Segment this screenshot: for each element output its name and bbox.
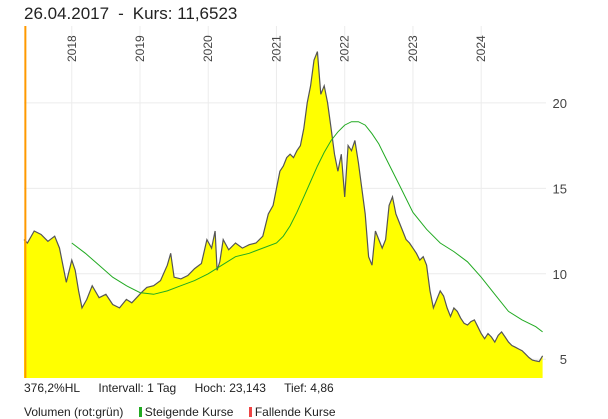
x-tick-label: 2019: [133, 35, 147, 62]
price-label: Kurs:: [132, 4, 173, 23]
x-tick-label: 2022: [338, 35, 352, 62]
price-line: [23, 51, 544, 363]
price-value: 11,6523: [177, 4, 238, 23]
x-tick-label: 2020: [201, 35, 215, 62]
stats-bar: 376,2%HL Intervall: 1 Tag Hoch: 23,143 T…: [24, 381, 349, 395]
chart-header: 26.04.2017- Kurs: 11,6523: [24, 4, 237, 24]
chart-legend: Volumen (rot:grün) Steigende Kurse Falle…: [24, 405, 348, 419]
y-tick-label: 10: [553, 267, 567, 282]
legend-volume: Volumen (rot:grün): [24, 405, 124, 419]
x-axis-ticks: 2018 2019 2020 2021 2022 2023 2024: [65, 35, 488, 62]
legend-rising-label: Steigende Kurse: [144, 405, 234, 419]
falling-swatch: [248, 407, 252, 417]
legend-falling: Fallende Kurse: [248, 405, 336, 419]
legend-rising: Steigende Kurse: [138, 405, 234, 419]
y-tick-label: 5: [560, 352, 567, 367]
legend-falling-label: Fallende Kurse: [254, 405, 336, 419]
rising-swatch: [138, 407, 142, 417]
date-label: 26.04.2017: [24, 4, 110, 23]
x-tick-label: 2021: [269, 35, 283, 62]
moving-average-line: [71, 121, 543, 333]
price-area: [24, 51, 543, 378]
stat-interval: Intervall: 1 Tag: [98, 381, 177, 395]
header-separator: -: [118, 4, 124, 23]
x-tick-label: 2024: [474, 35, 488, 62]
y-tick-label: 20: [553, 96, 567, 111]
stat-high: Hoch: 23,143: [194, 381, 266, 395]
stat-hl: 376,2%HL: [24, 381, 81, 395]
x-tick-label: 2018: [65, 35, 79, 62]
y-tick-label: 15: [553, 181, 567, 196]
x-tick-label: 2023: [406, 35, 420, 62]
stat-low: Tief: 4,86: [284, 381, 334, 395]
y-axis-ticks: 5 10 15 20: [553, 96, 567, 367]
